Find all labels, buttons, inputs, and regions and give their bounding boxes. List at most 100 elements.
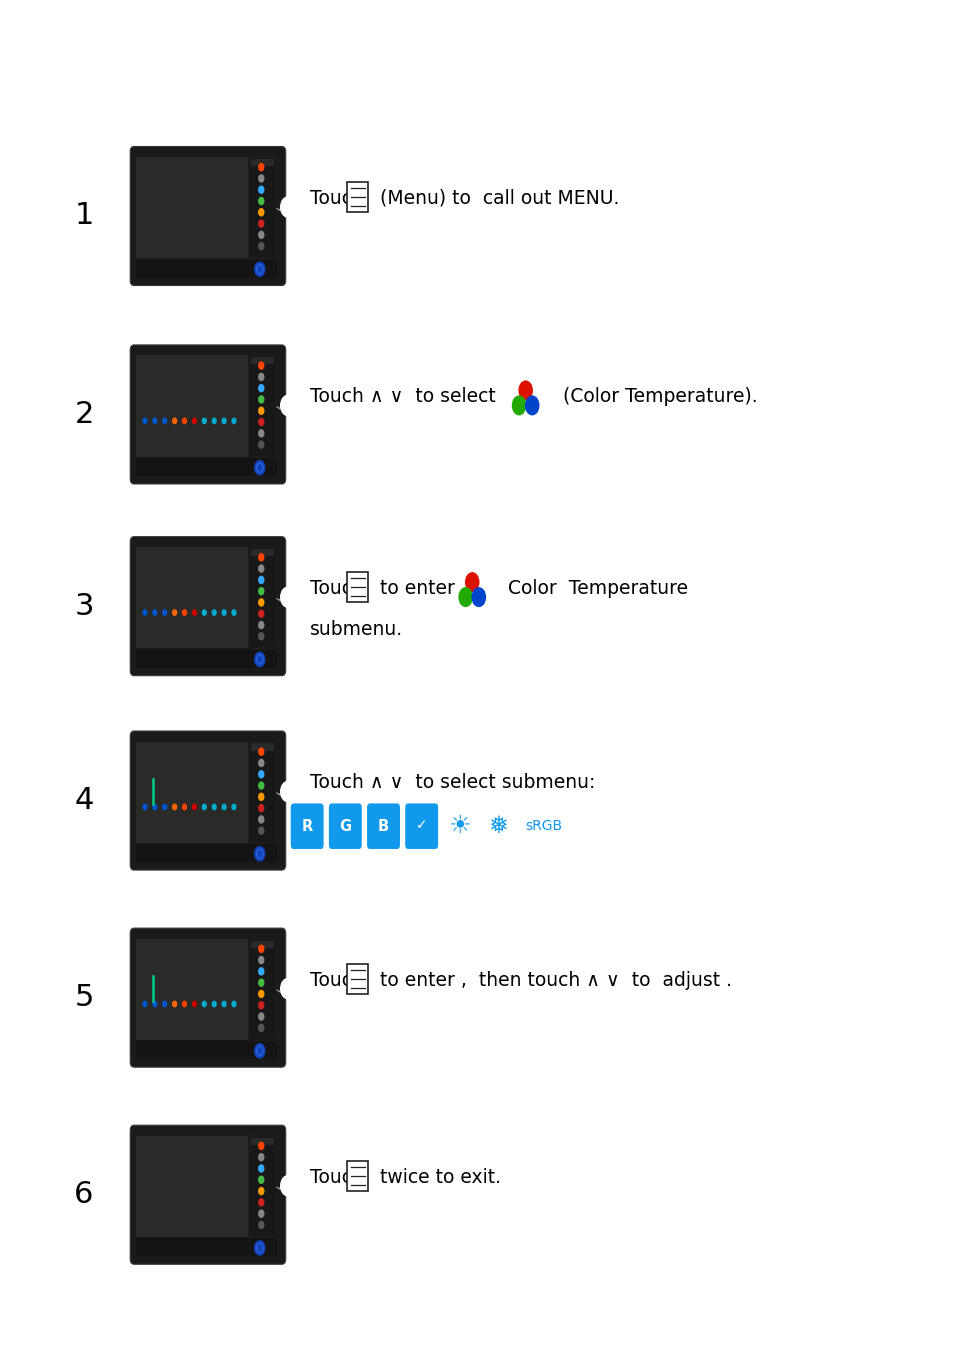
Circle shape	[222, 1002, 226, 1007]
Circle shape	[258, 794, 264, 801]
Text: Color  Temperature: Color Temperature	[508, 579, 688, 598]
Bar	[135, 844, 277, 863]
Circle shape	[182, 1002, 186, 1007]
Circle shape	[258, 243, 264, 250]
Circle shape	[518, 381, 532, 400]
Circle shape	[163, 1002, 167, 1007]
Bar	[135, 741, 248, 842]
Circle shape	[222, 610, 226, 616]
Circle shape	[182, 805, 186, 810]
Circle shape	[280, 1176, 294, 1196]
Circle shape	[258, 576, 264, 583]
Circle shape	[212, 418, 216, 424]
Circle shape	[258, 805, 264, 811]
Text: sRGB: sRGB	[525, 819, 561, 833]
Text: Touch ∧ ∨  to select: Touch ∧ ∨ to select	[310, 387, 501, 406]
FancyBboxPatch shape	[347, 182, 368, 212]
Circle shape	[212, 1002, 216, 1007]
Circle shape	[258, 599, 264, 606]
Bar	[249, 355, 276, 456]
Circle shape	[193, 805, 196, 810]
Circle shape	[172, 805, 176, 810]
Text: (Menu) to  call out MENU.: (Menu) to call out MENU.	[379, 189, 618, 208]
FancyBboxPatch shape	[130, 147, 286, 286]
Circle shape	[232, 805, 235, 810]
Text: 4: 4	[74, 786, 93, 815]
FancyBboxPatch shape	[291, 803, 323, 849]
Bar	[135, 649, 277, 668]
Bar	[249, 1135, 276, 1237]
Circle shape	[280, 197, 294, 217]
Circle shape	[258, 186, 264, 193]
Circle shape	[172, 1002, 176, 1007]
Bar	[135, 1041, 277, 1060]
Circle shape	[152, 610, 156, 616]
Circle shape	[193, 610, 196, 616]
Text: ✓: ✓	[416, 818, 427, 832]
Circle shape	[258, 1222, 264, 1228]
Circle shape	[143, 805, 147, 810]
Circle shape	[258, 991, 264, 998]
Circle shape	[212, 610, 216, 616]
Circle shape	[143, 418, 147, 424]
Bar	[135, 355, 248, 456]
Circle shape	[258, 828, 264, 834]
Text: 6: 6	[74, 1180, 93, 1210]
Circle shape	[172, 610, 176, 616]
Circle shape	[258, 1176, 264, 1184]
Circle shape	[258, 621, 264, 629]
Circle shape	[465, 572, 478, 591]
Circle shape	[202, 610, 206, 616]
Circle shape	[232, 610, 235, 616]
Bar	[135, 1135, 248, 1237]
Circle shape	[258, 396, 264, 404]
Circle shape	[254, 652, 265, 667]
Circle shape	[258, 1199, 264, 1206]
Text: B: B	[377, 818, 389, 834]
Circle shape	[258, 176, 264, 182]
Circle shape	[212, 805, 216, 810]
Text: (Color Temperature).: (Color Temperature).	[562, 387, 757, 406]
Circle shape	[258, 197, 264, 205]
Text: ☀: ☀	[448, 814, 471, 838]
Bar	[252, 358, 274, 364]
FancyBboxPatch shape	[130, 537, 286, 675]
Circle shape	[152, 418, 156, 424]
Bar	[135, 938, 248, 1040]
Circle shape	[202, 418, 206, 424]
FancyBboxPatch shape	[347, 572, 368, 602]
Text: 3: 3	[74, 591, 93, 621]
Circle shape	[258, 163, 264, 170]
FancyBboxPatch shape	[347, 1161, 368, 1191]
Circle shape	[258, 771, 264, 778]
Circle shape	[525, 396, 538, 414]
Circle shape	[280, 587, 294, 608]
Bar	[252, 159, 274, 166]
Circle shape	[152, 1002, 156, 1007]
Circle shape	[472, 587, 485, 606]
Circle shape	[280, 782, 294, 802]
FancyBboxPatch shape	[367, 803, 399, 849]
Circle shape	[254, 460, 265, 475]
Bar	[252, 941, 274, 948]
FancyBboxPatch shape	[130, 732, 286, 871]
Circle shape	[258, 782, 264, 790]
Bar	[249, 741, 276, 842]
Circle shape	[258, 979, 264, 987]
FancyBboxPatch shape	[405, 803, 437, 849]
Circle shape	[182, 610, 186, 616]
Circle shape	[258, 1012, 264, 1021]
Circle shape	[163, 805, 167, 810]
Circle shape	[254, 262, 265, 277]
Circle shape	[258, 231, 264, 239]
FancyBboxPatch shape	[329, 803, 361, 849]
Circle shape	[172, 418, 176, 424]
Circle shape	[258, 748, 264, 755]
Circle shape	[258, 1188, 264, 1195]
Text: 5: 5	[74, 983, 93, 1012]
Circle shape	[258, 945, 264, 952]
Circle shape	[222, 418, 226, 424]
Circle shape	[258, 957, 264, 964]
Circle shape	[254, 846, 265, 861]
Circle shape	[458, 587, 472, 606]
